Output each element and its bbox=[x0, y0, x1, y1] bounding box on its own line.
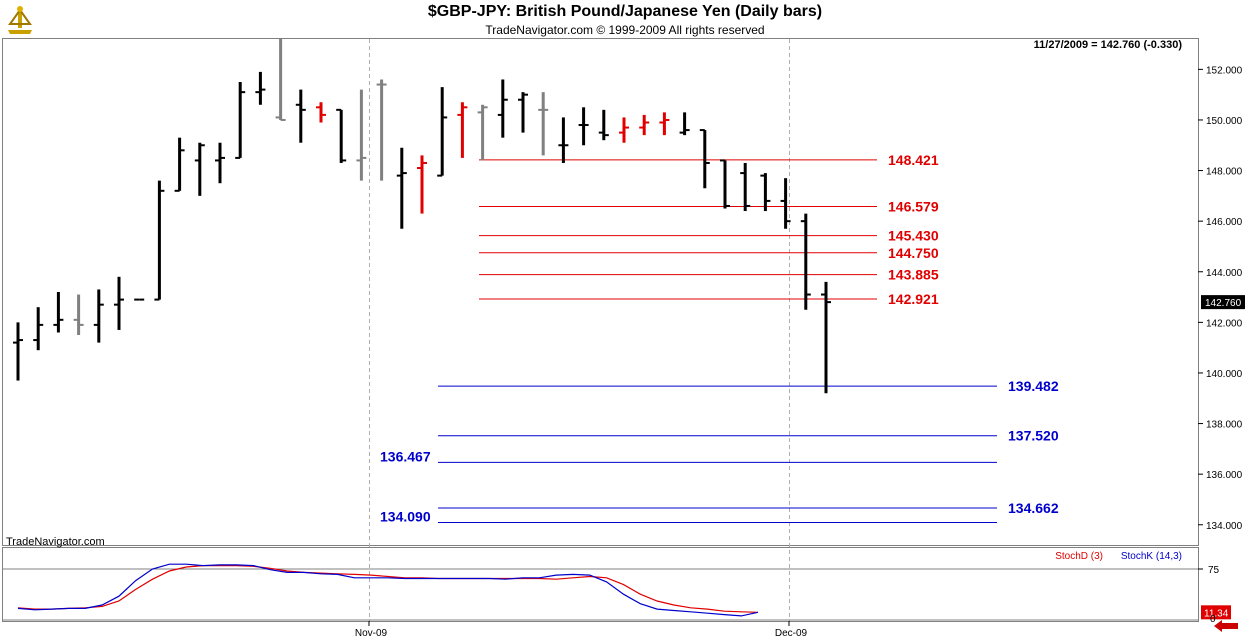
date-tick-label: Nov-09 bbox=[355, 628, 388, 639]
price-tick-label: 144.000 bbox=[1206, 268, 1243, 279]
chart-subtitle: TradeNavigator.com © 1999-2009 All right… bbox=[485, 23, 765, 37]
ohlc-bar bbox=[457, 102, 468, 158]
stoch-line-k bbox=[17, 563, 759, 617]
ohlc-bar bbox=[396, 147, 407, 229]
support-label: 134.662 bbox=[1008, 500, 1059, 516]
ohlc-bar bbox=[13, 322, 23, 381]
support-label: 137.520 bbox=[1008, 428, 1059, 444]
date-tick-label: Dec-09 bbox=[775, 628, 808, 639]
stochastic-panel: 75 StochD (3) StochK (14,3) 11.340 bbox=[3, 551, 1231, 625]
ohlc-bar bbox=[33, 307, 44, 351]
stoch-zero-label: 0 bbox=[1210, 614, 1216, 625]
ohlc-bar bbox=[53, 292, 64, 333]
ohlc-bar bbox=[417, 155, 427, 214]
ohlc-bar bbox=[194, 142, 205, 196]
resistance-label: 143.885 bbox=[888, 267, 939, 283]
tradenavigator-logo-icon bbox=[4, 4, 36, 36]
support-label: 136.467 bbox=[380, 448, 431, 464]
ohlc-bar bbox=[699, 129, 710, 189]
chart-frame bbox=[2, 38, 1199, 622]
ohlc-bar bbox=[538, 92, 549, 156]
ohlc-bar bbox=[255, 71, 266, 105]
price-tick-label: 136.000 bbox=[1206, 470, 1243, 481]
ohlc-bar bbox=[780, 178, 791, 229]
ohlc-bar bbox=[93, 289, 104, 343]
price-tick-label: 134.000 bbox=[1206, 521, 1243, 532]
ohlc-bar bbox=[73, 294, 84, 336]
ohlc-bar bbox=[720, 159, 730, 209]
legend-stoch-d: StochD (3) bbox=[1055, 551, 1103, 562]
ohlc-bar bbox=[740, 162, 751, 212]
ohlc-bar bbox=[558, 117, 569, 163]
price-tick-label: 150.000 bbox=[1206, 116, 1243, 127]
ohlc-bar bbox=[800, 213, 811, 310]
resistance-label: 146.579 bbox=[888, 199, 939, 215]
ohlc-bar bbox=[235, 82, 246, 159]
ohlc-bar bbox=[275, 39, 286, 121]
ohlc-bars bbox=[13, 39, 831, 394]
stoch-line-d bbox=[17, 564, 759, 613]
ohlc-bar bbox=[376, 79, 387, 181]
support-label: 134.090 bbox=[380, 508, 431, 524]
support-label: 139.482 bbox=[1008, 378, 1059, 394]
ohlc-bar bbox=[154, 180, 165, 301]
ohlc-bar bbox=[316, 102, 326, 123]
ohlc-bar bbox=[295, 89, 306, 143]
price-tick-label: 148.000 bbox=[1206, 167, 1243, 178]
ohlc-bar bbox=[578, 107, 589, 146]
legend-stoch-k: StochK (14,3) bbox=[1121, 551, 1182, 562]
ohlc-bar bbox=[497, 79, 508, 138]
resistance-label: 142.921 bbox=[888, 291, 939, 307]
ohlc-bar bbox=[477, 104, 488, 161]
watermark: TradeNavigator.com bbox=[6, 536, 105, 548]
price-axis: 134.000 136.000 138.000 140.000 142.000 144.0… bbox=[1198, 65, 1245, 532]
resistance-label: 144.750 bbox=[888, 245, 939, 261]
ohlc-bar bbox=[114, 276, 124, 330]
stoch-tick-label: 75 bbox=[1208, 565, 1220, 576]
last-stoch-box bbox=[1201, 605, 1231, 620]
price-tick-label: 146.000 bbox=[1206, 217, 1243, 228]
ohlc-bar bbox=[659, 112, 670, 136]
ohlc-bar bbox=[356, 89, 367, 181]
ohlc-bar bbox=[437, 87, 448, 177]
ohlc-bar bbox=[760, 173, 771, 212]
ohlc-bar bbox=[619, 117, 629, 143]
last-quote: 11/27/2009 = 142.760 (-0.330) bbox=[1034, 39, 1183, 51]
scroll-arrow-icon[interactable] bbox=[1214, 620, 1238, 632]
price-tick-label: 140.000 bbox=[1206, 369, 1243, 380]
resistance-label: 148.421 bbox=[888, 152, 939, 168]
price-tick-label: 138.000 bbox=[1206, 420, 1243, 431]
ohlc-bar bbox=[215, 142, 225, 184]
price-tick-label: 142.000 bbox=[1206, 318, 1243, 329]
price-tick-label: 152.000 bbox=[1206, 65, 1243, 76]
ohlc-bar bbox=[174, 137, 185, 192]
ohlc-bar bbox=[336, 108, 347, 163]
ohlc-bar bbox=[598, 109, 609, 141]
ohlc-bar bbox=[518, 92, 528, 133]
date-axis: Nov-09 Dec-09 bbox=[355, 621, 808, 639]
chart-title: $GBP-JPY: British Pound/Japanese Yen (Da… bbox=[427, 3, 823, 20]
ohlc-bar bbox=[639, 114, 650, 136]
resistance-label: 145.430 bbox=[888, 228, 939, 244]
ohlc-bar bbox=[821, 281, 831, 394]
last-price-box bbox=[1201, 295, 1245, 310]
ohlc-bar bbox=[679, 112, 690, 136]
last-price-label: 142.760 bbox=[1205, 298, 1242, 309]
last-stoch-label: 11.34 bbox=[1204, 608, 1229, 619]
